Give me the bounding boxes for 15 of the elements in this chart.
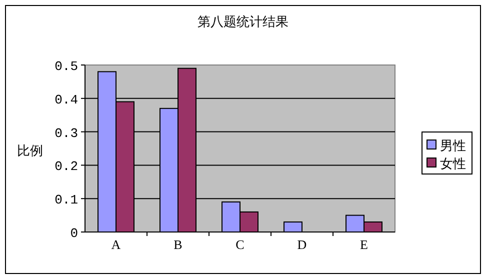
x-tick-label: A <box>111 237 122 252</box>
y-tick-label: 0.4 <box>54 92 78 108</box>
y-axis-title: 比例 <box>17 144 43 159</box>
legend-label: 男性 <box>440 139 466 154</box>
x-tick-label: B <box>174 237 183 252</box>
x-tick-label: D <box>297 237 307 252</box>
y-tick-label: 0.2 <box>54 159 78 174</box>
y-tick-label: 0 <box>70 226 78 241</box>
title: 第八题统计结果 <box>198 15 288 30</box>
x-tick-label: C <box>236 237 244 252</box>
y-tick-label: 0.1 <box>54 192 78 208</box>
legend-label: 女性 <box>440 157 466 172</box>
x-tick-label: E <box>360 237 368 252</box>
y-tick-label: 0.3 <box>54 126 78 141</box>
y-tick-label: 0.5 <box>54 59 78 74</box>
